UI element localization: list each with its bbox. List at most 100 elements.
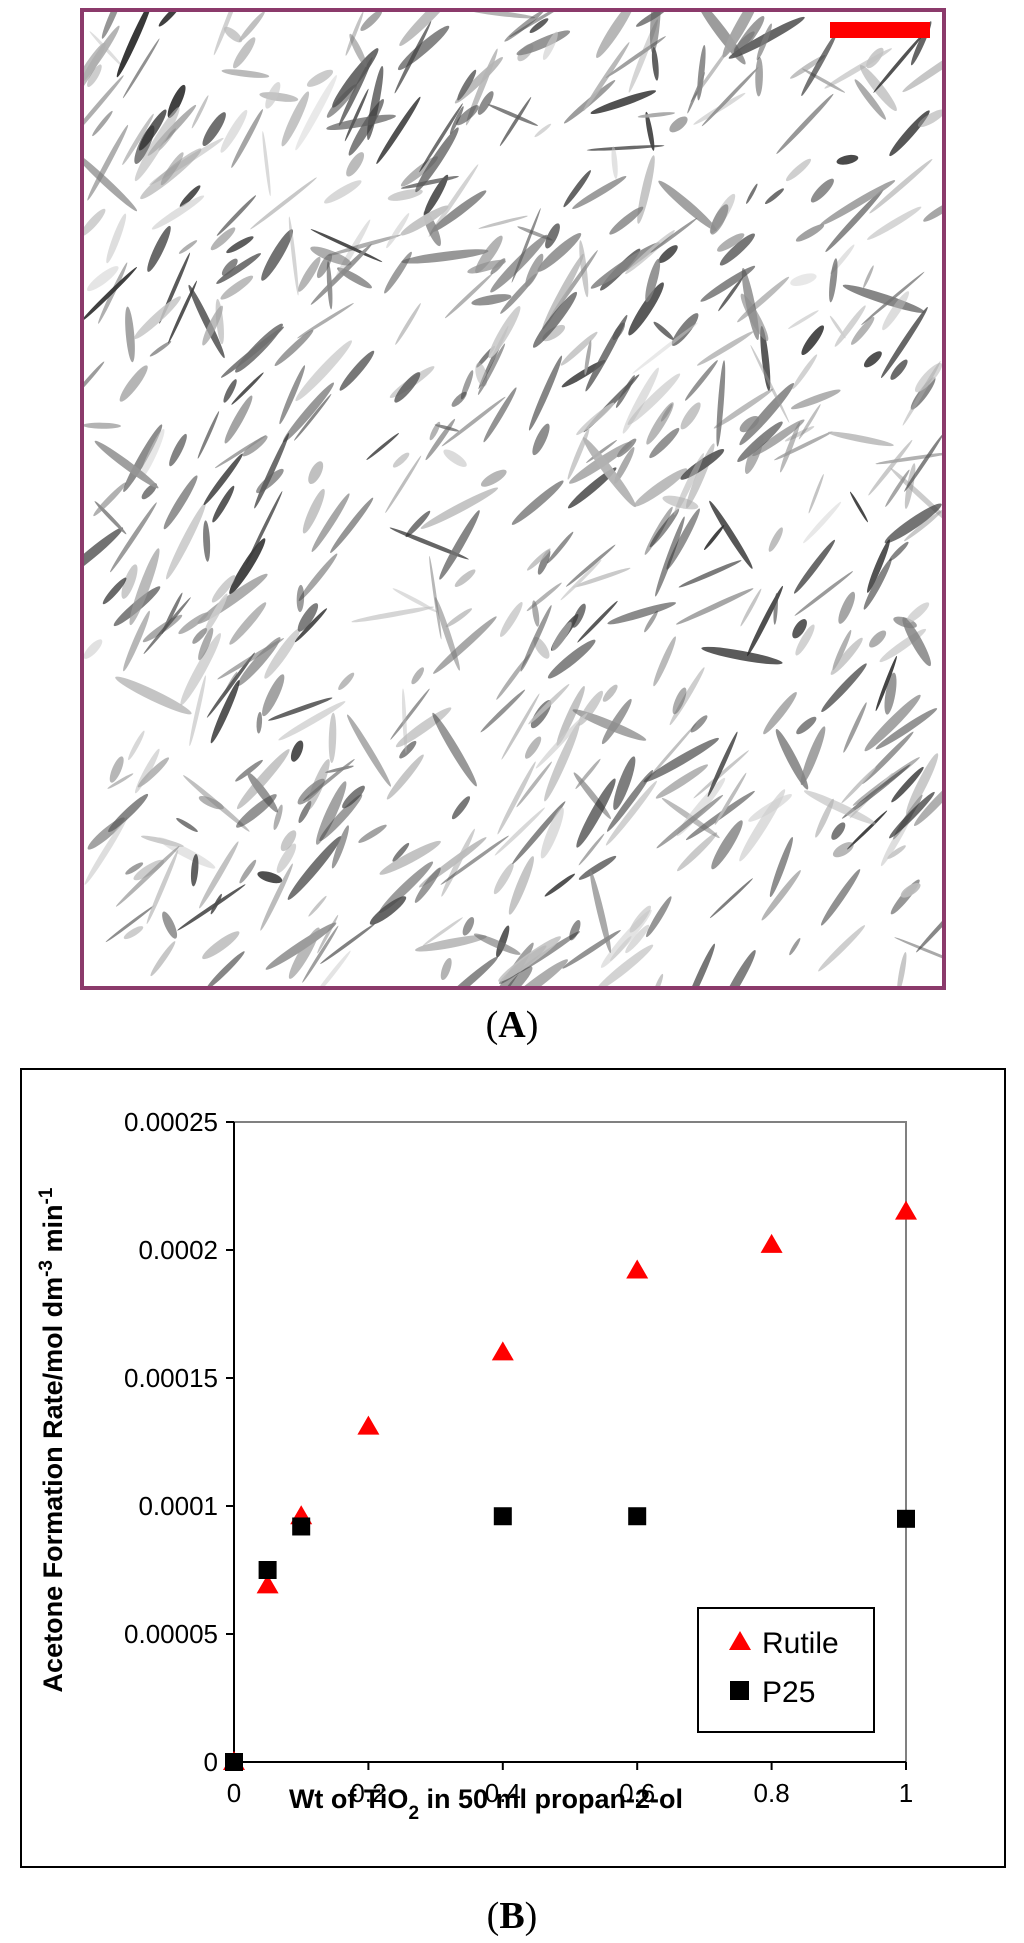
- particle: [454, 569, 476, 587]
- particle: [800, 726, 826, 786]
- particle: [499, 602, 523, 637]
- particle: [785, 158, 812, 182]
- x-tick-label: 0.2: [350, 1778, 386, 1808]
- particle: [242, 435, 268, 457]
- particle: [794, 539, 835, 594]
- particle: [351, 606, 434, 623]
- particle: [902, 42, 942, 93]
- particle: [466, 12, 536, 19]
- x-tick-label: 0.4: [485, 1778, 521, 1808]
- particle: [441, 396, 506, 447]
- particle: [655, 764, 709, 799]
- particle: [264, 628, 301, 679]
- particle: [206, 652, 255, 718]
- particle: [572, 709, 647, 741]
- particle: [625, 924, 650, 954]
- particle: [151, 195, 205, 230]
- particle: [188, 284, 225, 359]
- point-rutile: [256, 1574, 279, 1594]
- particle: [862, 731, 914, 784]
- particle: [709, 500, 753, 569]
- particle: [295, 75, 337, 151]
- particle: [425, 418, 456, 461]
- particle: [696, 12, 746, 65]
- particle: [294, 393, 332, 441]
- particle: [257, 871, 283, 884]
- particle: [884, 503, 942, 544]
- particle: [590, 90, 657, 114]
- particle: [820, 869, 861, 926]
- particle: [544, 722, 580, 802]
- particle: [424, 174, 449, 216]
- particle: [669, 667, 705, 726]
- particle: [298, 553, 338, 602]
- particle: [827, 431, 894, 447]
- particle: [526, 548, 551, 571]
- particle: [401, 249, 489, 264]
- particle: [231, 372, 264, 405]
- particle: [863, 351, 882, 368]
- particle: [693, 750, 749, 799]
- particle: [220, 275, 254, 300]
- particle: [882, 291, 910, 331]
- particle: [526, 582, 562, 612]
- particle: [572, 567, 631, 588]
- particle: [235, 323, 283, 373]
- particle: [761, 870, 801, 921]
- particle: [451, 796, 471, 820]
- series-p25: [225, 1507, 915, 1771]
- particle: [690, 715, 708, 733]
- particle: [685, 360, 718, 401]
- particle: [792, 354, 818, 390]
- particle: [366, 433, 400, 460]
- particle: [528, 684, 570, 725]
- particle: [379, 861, 434, 914]
- particle: [634, 468, 688, 507]
- particle: [229, 538, 266, 595]
- particle: [306, 69, 334, 87]
- particle: [328, 712, 337, 763]
- particle: [542, 324, 566, 342]
- particle: [107, 773, 134, 789]
- particle: [197, 411, 220, 459]
- particle: [394, 372, 421, 403]
- particle: [863, 558, 892, 610]
- particle: [900, 882, 921, 898]
- particle: [869, 630, 887, 648]
- particle: [788, 310, 819, 329]
- particle: [808, 473, 824, 514]
- particle: [649, 427, 680, 459]
- particle: [829, 315, 846, 339]
- particle: [834, 305, 866, 347]
- particle: [701, 67, 759, 127]
- particle: [480, 689, 526, 733]
- particle: [342, 785, 365, 809]
- particle: [866, 206, 922, 240]
- particle: [601, 698, 632, 745]
- particle: [330, 497, 374, 553]
- particle: [710, 204, 729, 235]
- particle: [517, 43, 534, 62]
- legend-marker-rutile: [729, 1631, 751, 1650]
- particle: [457, 69, 477, 101]
- legend-box: [697, 1607, 875, 1733]
- particle: [740, 293, 769, 342]
- particle: [810, 178, 834, 203]
- particle: [902, 617, 931, 667]
- particle: [441, 828, 475, 897]
- particle: [755, 56, 763, 97]
- particle: [542, 253, 584, 330]
- particle: [449, 106, 464, 135]
- particle: [645, 258, 661, 303]
- particle: [122, 38, 160, 99]
- particle: [429, 555, 442, 640]
- particle: [763, 691, 797, 735]
- particle: [760, 326, 771, 391]
- particle: [617, 438, 637, 458]
- particle: [211, 575, 236, 603]
- particle: [123, 424, 163, 493]
- particle: [890, 359, 908, 380]
- particle: [223, 379, 237, 403]
- particle: [842, 284, 925, 313]
- particle: [203, 520, 211, 562]
